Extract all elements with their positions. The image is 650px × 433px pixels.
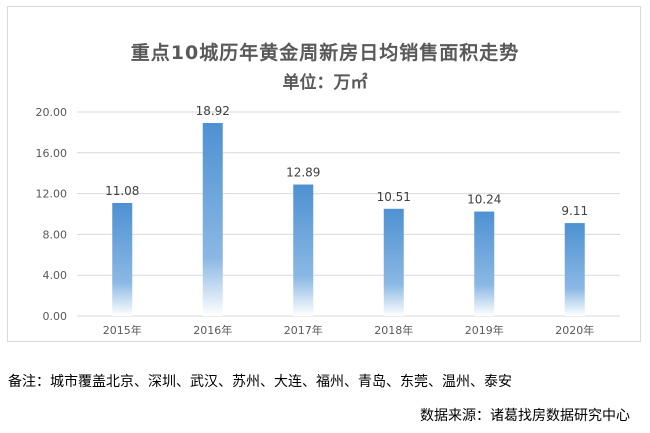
x-tick-label: 2016年 [193,323,232,337]
x-tick-label: 2017年 [284,323,323,337]
y-tick-label: 4.00 [43,269,68,282]
bar [202,123,223,317]
gridlines [77,111,620,317]
bar [474,211,495,316]
bar [112,202,133,316]
y-tick-label: 16.00 [36,147,68,160]
bar [564,223,585,316]
y-tick-label: 0.00 [43,310,68,323]
y-tick-label: 8.00 [43,228,68,241]
data-label: 12.89 [286,166,320,180]
data-labels: 11.08 18.92 12.89 10.51 10.24 9.11 [105,104,588,218]
data-label: 18.92 [196,104,230,118]
data-label: 9.11 [561,204,588,218]
x-axis-ticks: 2015年 2016年 2017年 2018年 2019年 2020年 [103,323,595,337]
bar [293,184,314,316]
y-axis-ticks: 0.00 4.00 8.00 12.00 16.00 20.00 [36,106,68,323]
y-tick-label: 12.00 [36,188,68,201]
y-tick-label: 20.00 [36,106,68,119]
bars [112,123,585,317]
x-tick-label: 2019年 [465,323,504,337]
x-tick-label: 2015年 [103,323,142,337]
x-tick-label: 2018年 [374,323,413,337]
data-label: 10.24 [467,193,501,207]
footnote: 备注：城市覆盖北京、深圳、武汉、苏州、大连、福州、青岛、东莞、温州、泰安 [8,374,512,390]
data-source: 数据来源：诸葛找房数据研究中心 [420,408,630,424]
data-label: 10.51 [377,190,411,204]
data-label: 11.08 [105,184,139,198]
bar [383,208,404,316]
chart-subtitle: 单位：万㎡ [282,73,368,93]
chart-title: 重点10城历年黄金周新房日均销售面积走势 [130,42,520,64]
x-tick-label: 2020年 [555,323,594,337]
